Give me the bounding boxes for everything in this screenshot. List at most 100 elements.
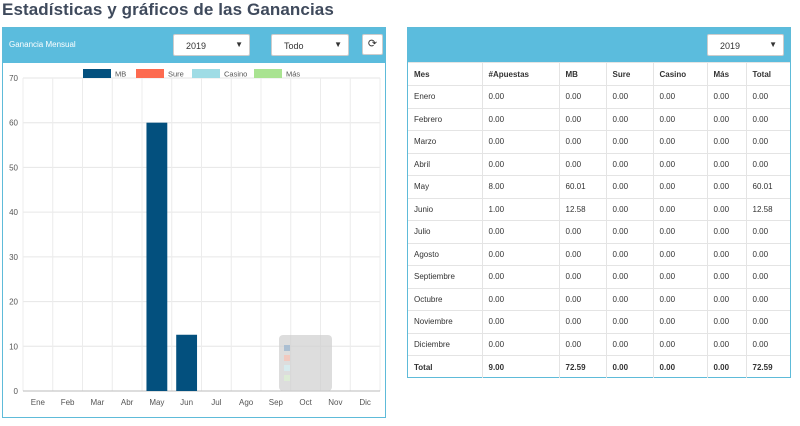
legend-label: Casino bbox=[224, 70, 247, 79]
table-cell: 12.58 bbox=[559, 197, 607, 221]
total-cell: 9.00 bbox=[482, 355, 560, 378]
table-cell: 0.00 bbox=[746, 220, 790, 243]
table-cell: 0.00 bbox=[559, 152, 607, 176]
table-cell: 0.00 bbox=[482, 332, 560, 356]
table-cell: 0.00 bbox=[482, 242, 560, 266]
table-cell: 0.00 bbox=[653, 265, 708, 288]
table-row: May 8.00 60.01 0.00 0.00 0.00 60.01 bbox=[408, 175, 790, 198]
table-cell: 0.00 bbox=[653, 332, 708, 356]
table-cell: 0.00 bbox=[606, 287, 654, 311]
chevron-down-icon: ▼ bbox=[334, 40, 342, 49]
table-cell: 0.00 bbox=[559, 242, 607, 266]
bar-mb-jun bbox=[176, 334, 198, 391]
table-row: Noviembre 0.00 0.00 0.00 0.00 0.00 0.00 bbox=[408, 310, 790, 333]
table-cell: 0.00 bbox=[707, 175, 747, 198]
table-cell: 0.00 bbox=[653, 107, 708, 131]
y-tick-label: 30 bbox=[9, 253, 18, 262]
table-cell: 0.00 bbox=[746, 152, 790, 176]
year-select-left[interactable]: 2019 ▼ bbox=[173, 34, 250, 56]
y-tick-label: 70 bbox=[9, 74, 18, 83]
table-cell: 0.00 bbox=[559, 265, 607, 288]
page-title: Estadísticas y gráficos de las Ganancias bbox=[2, 0, 334, 19]
table-cell: 60.01 bbox=[559, 175, 607, 198]
table-row: Junio 1.00 12.58 0.00 0.00 0.00 12.58 bbox=[408, 197, 790, 221]
earnings-table-panel: 2019 ▼ Mes #Apuestas MB Sure Casino Más Total … bbox=[407, 27, 791, 378]
x-tick-label: Feb bbox=[61, 398, 75, 407]
total-cell: 72.59 bbox=[559, 355, 607, 378]
monthly-earnings-panel: Ganancia Mensual 2019 ▼ Todo ▼ ⟳ 0 10 20 30… bbox=[2, 27, 386, 418]
table-cell: 0.00 bbox=[482, 220, 560, 243]
year-select-right-value: 2019 bbox=[720, 41, 741, 51]
table-cell: 0.00 bbox=[707, 310, 747, 333]
legend-swatch bbox=[83, 69, 111, 78]
table-cell: 0.00 bbox=[746, 130, 790, 153]
y-tick-label: 10 bbox=[9, 342, 18, 351]
table-cell: 0.00 bbox=[653, 197, 708, 221]
table-row: Octubre 0.00 0.00 0.00 0.00 0.00 0.00 bbox=[408, 287, 790, 311]
table-cell: Octubre bbox=[408, 287, 483, 311]
table-row: Marzo 0.00 0.00 0.00 0.00 0.00 0.00 bbox=[408, 130, 790, 153]
x-tick-label: Abr bbox=[121, 398, 134, 407]
tooltip-swatch bbox=[284, 365, 290, 371]
table-cell: 0.00 bbox=[559, 130, 607, 153]
table-cell: 0.00 bbox=[653, 130, 708, 153]
table-cell: 0.00 bbox=[746, 242, 790, 266]
x-tick-label: Ene bbox=[31, 398, 46, 407]
table-cell: 8.00 bbox=[482, 175, 560, 198]
table-cell: 0.00 bbox=[653, 242, 708, 266]
legend-swatch bbox=[192, 69, 220, 78]
table-cell: Abril bbox=[408, 152, 483, 176]
table-cell: 0.00 bbox=[606, 332, 654, 356]
category-filter-value: Todo bbox=[284, 41, 304, 51]
y-tick-label: 20 bbox=[9, 298, 18, 307]
bar-mb-may bbox=[146, 122, 168, 392]
table-cell: 0.00 bbox=[653, 85, 708, 108]
table-cell: Marzo bbox=[408, 130, 483, 153]
refresh-button[interactable]: ⟳ bbox=[362, 34, 383, 55]
table-row: Abril 0.00 0.00 0.00 0.00 0.00 0.00 bbox=[408, 152, 790, 176]
year-select-left-value: 2019 bbox=[186, 41, 207, 51]
table-cell: 0.00 bbox=[653, 287, 708, 311]
x-tick-label: Dic bbox=[359, 398, 371, 407]
column-header: Total bbox=[746, 62, 790, 86]
total-cell: Total bbox=[408, 355, 483, 378]
table-cell: 0.00 bbox=[559, 287, 607, 311]
table-cell: 0.00 bbox=[559, 332, 607, 356]
category-filter-select[interactable]: Todo ▼ bbox=[271, 34, 349, 56]
total-cell: 0.00 bbox=[606, 355, 654, 378]
table-cell: 0.00 bbox=[606, 265, 654, 288]
table-cell: 12.58 bbox=[746, 197, 790, 221]
monthly-earnings-header: Ganancia Mensual 2019 ▼ Todo ▼ ⟳ bbox=[3, 28, 385, 63]
table-cell: 0.00 bbox=[606, 242, 654, 266]
table-cell: 0.00 bbox=[746, 287, 790, 311]
table-cell: 0.00 bbox=[482, 130, 560, 153]
table-cell: Julio bbox=[408, 220, 483, 243]
column-header: MB bbox=[559, 62, 607, 86]
table-cell: Septiembre bbox=[408, 265, 483, 288]
table-cell: 0.00 bbox=[746, 85, 790, 108]
table-cell: 0.00 bbox=[707, 242, 747, 266]
table-cell: 0.00 bbox=[707, 265, 747, 288]
x-tick-label: Sep bbox=[269, 398, 284, 407]
table-cell: 0.00 bbox=[653, 310, 708, 333]
column-header: Mes bbox=[408, 62, 483, 86]
refresh-icon: ⟳ bbox=[367, 38, 378, 50]
table-row: Febrero 0.00 0.00 0.00 0.00 0.00 0.00 bbox=[408, 107, 790, 131]
legend-swatch bbox=[136, 69, 164, 78]
table-row: Enero 0.00 0.00 0.00 0.00 0.00 0.00 bbox=[408, 85, 790, 108]
table-cell: May bbox=[408, 175, 483, 198]
table-cell: 0.00 bbox=[559, 85, 607, 108]
column-header: Casino bbox=[653, 62, 708, 86]
table-cell: Diciembre bbox=[408, 332, 483, 356]
table-cell: 0.00 bbox=[707, 152, 747, 176]
tooltip-card bbox=[279, 335, 332, 391]
x-tick-label: Jul bbox=[211, 398, 221, 407]
x-tick-label: Oct bbox=[299, 398, 312, 407]
table-cell: 0.00 bbox=[707, 85, 747, 108]
chevron-down-icon: ▼ bbox=[235, 40, 243, 49]
table-cell: 0.00 bbox=[606, 130, 654, 153]
year-select-right[interactable]: 2019 ▼ bbox=[707, 34, 784, 56]
table-cell: 0.00 bbox=[559, 220, 607, 243]
table-cell: 0.00 bbox=[482, 310, 560, 333]
total-cell: 72.59 bbox=[746, 355, 790, 378]
